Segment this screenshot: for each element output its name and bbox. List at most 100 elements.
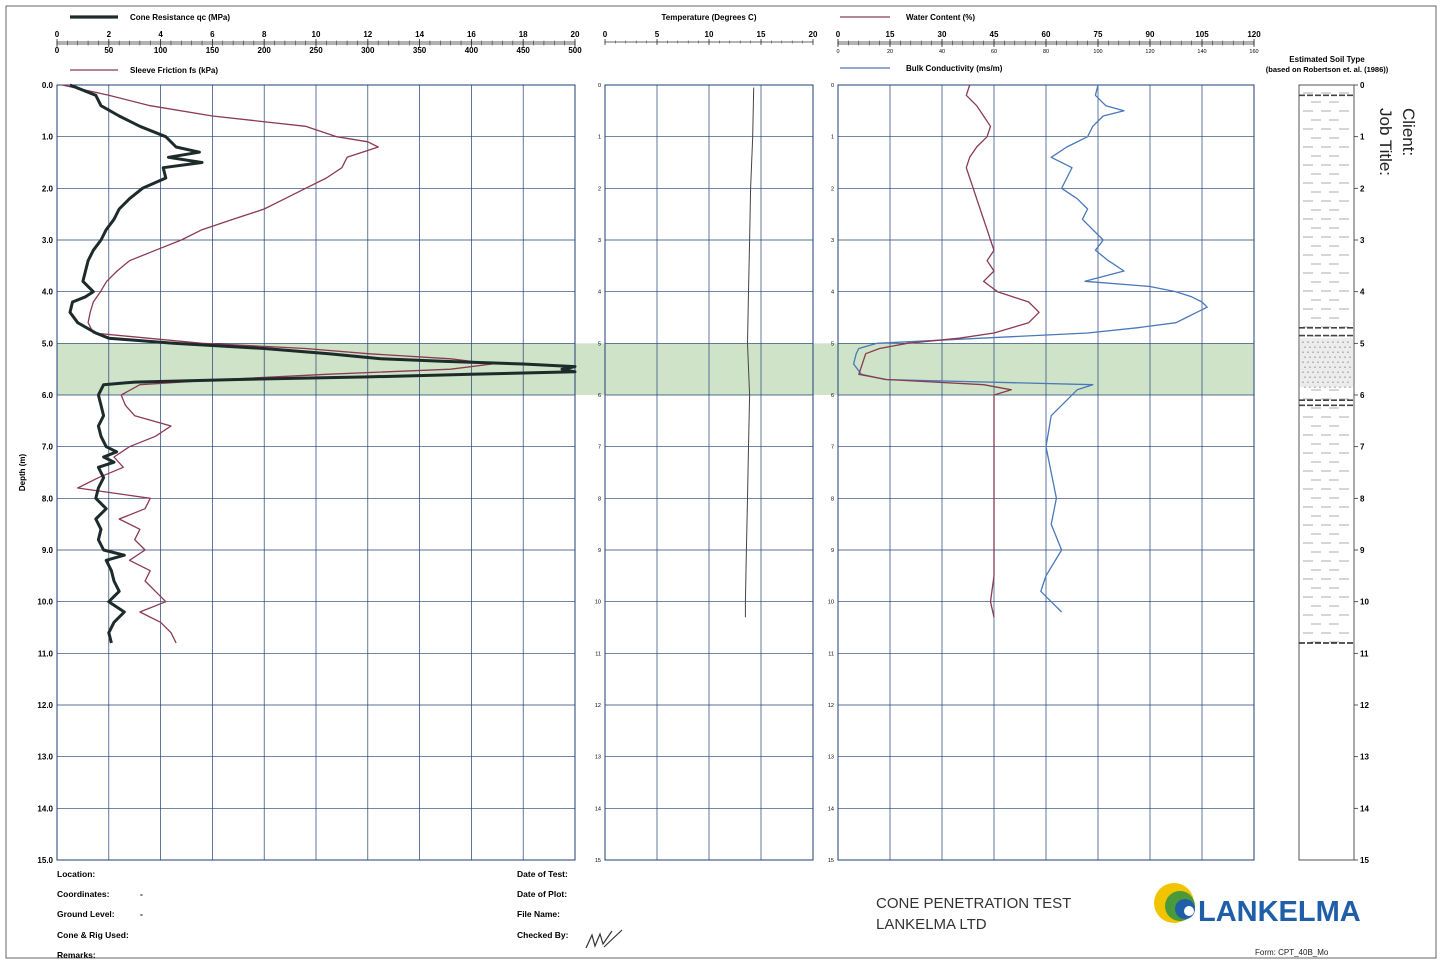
- soil-sand-dot: [1312, 351, 1314, 353]
- soil-sand-dot: [1324, 356, 1326, 358]
- soil-sand-dot: [1349, 376, 1351, 378]
- soil-depth-label: 15: [1360, 856, 1369, 865]
- bc-axis-tick-label: 160: [1249, 49, 1258, 55]
- wc-axis-tick-label: 0: [836, 30, 841, 39]
- qc-axis-tick-label: 8: [262, 30, 267, 39]
- qc-axis-tick-label: 6: [210, 30, 215, 39]
- temp-depth-tick: 6: [598, 393, 601, 399]
- soil-sand-dot: [1347, 351, 1349, 353]
- soil-sand-dot: [1334, 366, 1336, 368]
- soil-sand-dot: [1304, 356, 1306, 358]
- soil-sand-dot: [1329, 356, 1331, 358]
- soil-depth-label: 9: [1360, 546, 1365, 555]
- temp-depth-tick: 1: [598, 135, 601, 141]
- soil-sand-dot: [1349, 346, 1351, 348]
- soil-depth-label: 4: [1360, 288, 1365, 297]
- water-depth-tick: 11: [828, 651, 834, 657]
- soil-sand-dot: [1309, 386, 1311, 388]
- soil-sand-dot: [1337, 341, 1339, 343]
- temp-depth-tick: 0: [598, 83, 601, 89]
- qc-axis-tick-label: 0: [55, 30, 60, 39]
- fs-axis-tick-label: 150: [206, 46, 220, 55]
- soil-sand-dot: [1314, 366, 1316, 368]
- report-title-1: CONE PENETRATION TEST: [876, 895, 1071, 912]
- soil-sand-dot: [1304, 346, 1306, 348]
- bc-axis-tick-label: 120: [1145, 49, 1154, 55]
- soil-sand-dot: [1304, 376, 1306, 378]
- soil-sand-dot: [1307, 371, 1309, 373]
- soil-sand-dot: [1329, 386, 1331, 388]
- soil-sand-dot: [1344, 386, 1346, 388]
- soil-sand-dot: [1342, 341, 1344, 343]
- soil-sand-dot: [1329, 346, 1331, 348]
- soil-sand-dot: [1327, 341, 1329, 343]
- water-depth-tick: 5: [831, 341, 834, 347]
- soil-sand-dot: [1309, 366, 1311, 368]
- soil-depth-label: 0: [1360, 81, 1365, 90]
- soil-sand-dot: [1324, 346, 1326, 348]
- depth-tick-label: 7.0: [42, 443, 54, 452]
- temp-depth-tick: 8: [598, 496, 601, 502]
- qc-axis-tick-label: 12: [363, 30, 372, 39]
- soil-depth-label: 3: [1360, 236, 1365, 245]
- soil-sand-dot: [1324, 366, 1326, 368]
- soil-depth-label: 2: [1360, 184, 1365, 193]
- soil-sand-dot: [1332, 371, 1334, 373]
- soil-sand-dot: [1342, 371, 1344, 373]
- bc-axis-tick-label: 0: [836, 49, 839, 55]
- footer: Location: Coordinates: - Ground Level: -…: [57, 869, 1361, 960]
- temp-axis-tick-label: 10: [705, 30, 714, 39]
- bc-axis-tick-label: 100: [1093, 49, 1102, 55]
- soil-sand-dot: [1322, 381, 1324, 383]
- soil-sand-dot: [1312, 381, 1314, 383]
- fs-axis-tick-label: 50: [104, 46, 113, 55]
- soil-depth-label: 11: [1360, 649, 1369, 658]
- soil-sand-dot: [1317, 381, 1319, 383]
- soil-sand-dot: [1342, 361, 1344, 363]
- soil-sand-dot: [1304, 366, 1306, 368]
- temp-axis-tick-label: 5: [655, 30, 660, 39]
- depth-tick-label: 5.0: [42, 339, 54, 348]
- soil-sand-dot: [1337, 361, 1339, 363]
- wc-axis-tick-label: 45: [990, 30, 999, 39]
- water-depth-tick: 13: [828, 755, 834, 761]
- soil-sand-dot: [1317, 361, 1319, 363]
- depth-tick-label: 12.0: [37, 701, 53, 710]
- depth-tick-label: 0.0: [42, 81, 54, 90]
- temp-depth-tick: 9: [598, 548, 601, 554]
- cone-resistance-line: [68, 83, 577, 644]
- soil-sand-dot: [1339, 386, 1341, 388]
- fs-axis-tick-label: 300: [361, 46, 375, 55]
- date-of-test-label: Date of Test:: [517, 869, 568, 879]
- coordinates-value: -: [140, 889, 143, 899]
- soil-sand-dot: [1327, 351, 1329, 353]
- qc-axis-tick-label: 10: [312, 30, 321, 39]
- soil-sand-dot: [1329, 376, 1331, 378]
- temp-depth-tick: 5: [598, 341, 601, 347]
- water-depth-tick: 12: [828, 703, 834, 709]
- qc-axis-title: Cone Resistance qc (MPa): [130, 13, 230, 22]
- brand-name: LANKELMA: [1198, 896, 1361, 928]
- soil-sand-dot: [1344, 366, 1346, 368]
- soil-sand-dot: [1332, 351, 1334, 353]
- depth-tick-label: 6.0: [42, 391, 54, 400]
- soil-sand-dot: [1349, 386, 1351, 388]
- wc-axis-tick-label: 60: [1042, 30, 1051, 39]
- soil-sand-dot: [1314, 376, 1316, 378]
- soil-sand-dot: [1332, 361, 1334, 363]
- soil-depth-label: 8: [1360, 494, 1365, 503]
- water-depth-tick: 2: [831, 186, 834, 192]
- checked-by-label: Checked By:: [517, 930, 569, 940]
- date-of-plot-label: Date of Plot:: [517, 889, 567, 899]
- soil-sand-dot: [1347, 371, 1349, 373]
- client-label: Client:: [1399, 108, 1418, 156]
- soil-sand-dot: [1319, 386, 1321, 388]
- soil-sand-dot: [1342, 381, 1344, 383]
- temp-axis-tick-label: 0: [603, 30, 608, 39]
- soil-sand-dot: [1317, 341, 1319, 343]
- wc-axis-title: Water Content (%): [906, 13, 975, 22]
- lankelma-logo-icon: [1154, 883, 1195, 923]
- soil-sand-dot: [1302, 381, 1304, 383]
